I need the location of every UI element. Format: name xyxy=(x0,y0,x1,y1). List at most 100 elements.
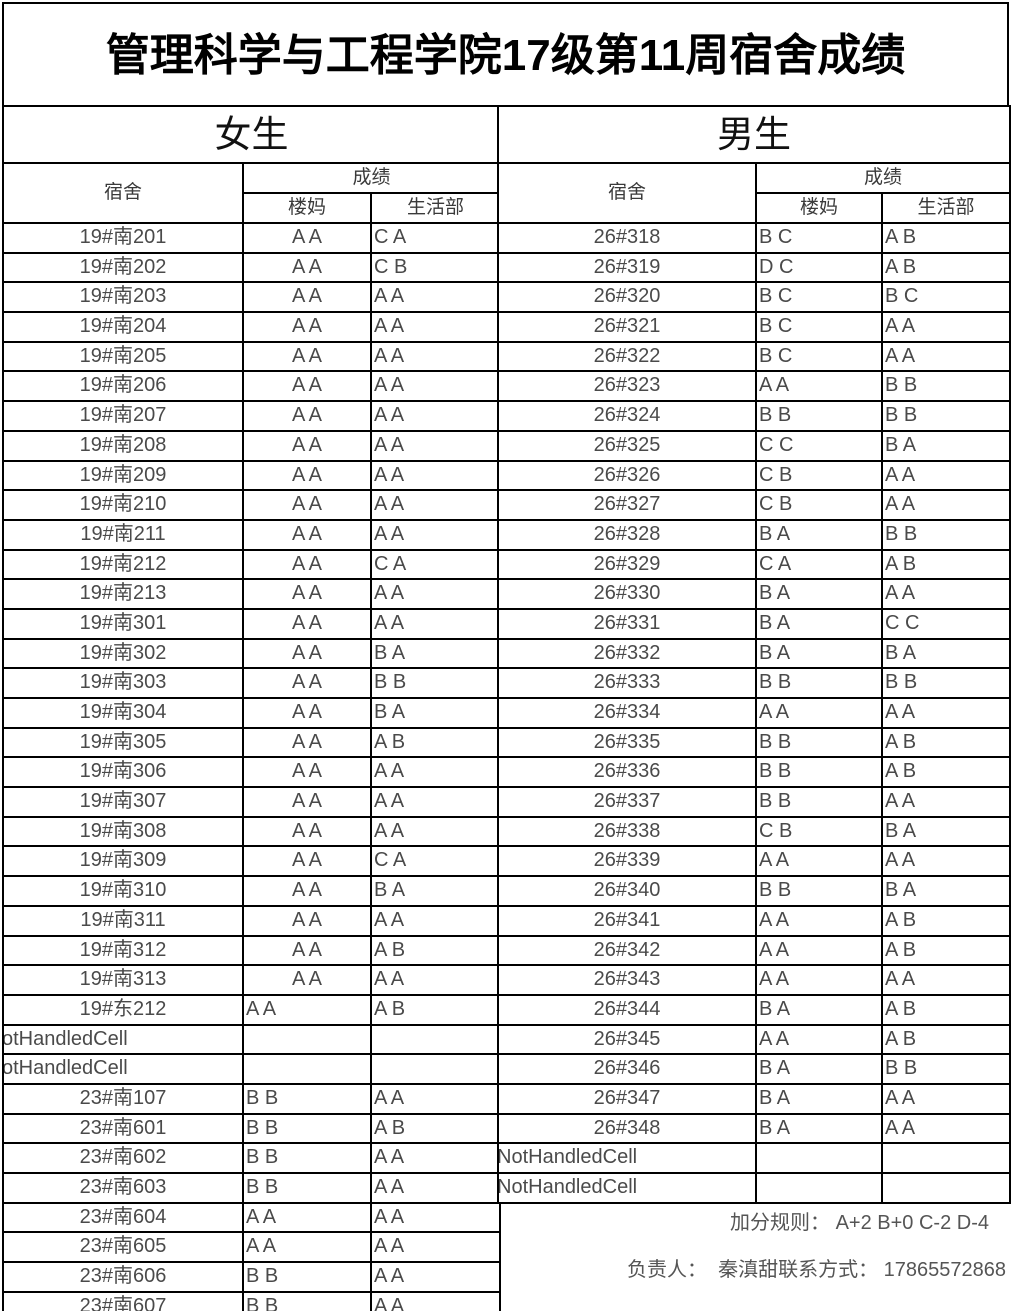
section-header-male: 男生 xyxy=(496,105,1012,164)
life-dept-score-cell: A A xyxy=(880,489,1012,521)
dorm-cell: 19#南203 xyxy=(2,281,244,314)
life-dept-score-cell: A B xyxy=(370,934,501,967)
dorm-cell: 23#南607 xyxy=(2,1290,244,1311)
life-dept-score-cell: A A xyxy=(370,429,501,462)
building-mom-score-cell: B A xyxy=(755,993,883,1026)
building-mom-score-cell: A A xyxy=(242,459,372,492)
dorm-cell: 19#东212 xyxy=(2,993,244,1026)
table-row: NotHandledCell xyxy=(497,1142,1012,1174)
life-dept-score-cell: A A xyxy=(370,1261,501,1293)
building-mom-score-cell: A A xyxy=(755,845,883,878)
life-dept-score-cell: A A xyxy=(370,1142,501,1174)
dorm-cell: 19#南204 xyxy=(2,311,244,343)
life-dept-score-cell: B A xyxy=(880,815,1012,848)
building-mom-score-cell: B B xyxy=(755,400,883,432)
dorm-cell: 26#331 xyxy=(497,607,757,640)
dorm-cell: 26#329 xyxy=(497,548,757,581)
dorm-cell: 23#南602 xyxy=(2,1142,244,1174)
page-title: 管理科学与工程学院17级第11周宿舍成绩 xyxy=(105,30,906,80)
dorm-cell: 26#346 xyxy=(497,1053,757,1085)
dorm-cell: otHandledCell xyxy=(2,1023,244,1056)
table-row: NotHandledCell xyxy=(497,1172,1012,1204)
building-mom-score-cell: A A xyxy=(242,667,372,699)
life-dept-score-cell: B B xyxy=(880,370,1012,403)
dorm-cell: NotHandledCell xyxy=(497,1172,757,1204)
building-mom-score-cell: A A xyxy=(755,370,883,403)
dorm-cell: 26#326 xyxy=(497,459,757,492)
building-mom-score-cell: A A xyxy=(242,281,372,314)
life-dept-score-cell: B B xyxy=(880,667,1012,699)
dorm-cell: 23#南606 xyxy=(2,1261,244,1293)
building-mom-score-cell: B B xyxy=(242,1172,372,1204)
dorm-cell: 19#南313 xyxy=(2,964,244,996)
dorm-cell: 26#330 xyxy=(497,578,757,610)
building-mom-score-cell: A A xyxy=(242,904,372,937)
building-mom-score-cell: A A xyxy=(242,251,372,284)
dorm-cell: 26#339 xyxy=(497,845,757,878)
life-dept-score-cell: A A xyxy=(880,845,1012,878)
dorm-cell: otHandledCell xyxy=(2,1053,244,1085)
life-dept-score-cell: C C xyxy=(880,607,1012,640)
life-dept-score-cell: A A xyxy=(370,578,501,610)
building-mom-score-cell: A A xyxy=(755,964,883,996)
building-mom-score-cell xyxy=(242,1023,372,1056)
building-mom-score-cell: A A xyxy=(242,726,372,759)
dorm-cell: 19#南213 xyxy=(2,578,244,610)
life-dept-score-cell: A B xyxy=(880,726,1012,759)
building-mom-score-cell: A A xyxy=(242,964,372,996)
dorm-cell: 26#344 xyxy=(497,993,757,1026)
section-header-female: 女生 xyxy=(2,105,501,164)
dorm-cell: 19#南310 xyxy=(2,875,244,907)
dorm-cell: 19#南312 xyxy=(2,934,244,967)
table-row: otHandledCell xyxy=(2,1023,501,1056)
building-mom-score-cell: B B xyxy=(242,1142,372,1174)
dorm-cell: 26#327 xyxy=(497,489,757,521)
building-mom-score-cell: A A xyxy=(242,993,372,1026)
life-dept-score-cell: A A xyxy=(370,786,501,818)
life-dept-score-cell: A A xyxy=(370,489,501,521)
building-mom-score-cell: B C xyxy=(755,222,883,254)
life-dept-score-cell xyxy=(880,1172,1012,1204)
dorm-cell: 19#南304 xyxy=(2,697,244,729)
building-mom-score-cell: A A xyxy=(242,222,372,254)
life-dept-score-cell: A B xyxy=(880,1023,1012,1056)
building-mom-score-cell: B A xyxy=(755,518,883,551)
life-dept-score-cell: A B xyxy=(370,993,501,1026)
dorm-cell: 26#325 xyxy=(497,429,757,462)
building-mom-score-cell: A A xyxy=(242,845,372,878)
life-dept-score-cell: B A xyxy=(880,637,1012,670)
dorm-cell: 26#332 xyxy=(497,637,757,670)
dorm-cell: 19#南210 xyxy=(2,489,244,521)
dorm-cell: 26#323 xyxy=(497,370,757,403)
contact-note: 负责人： 秦滇甜联系方式： 17865572868 xyxy=(626,1259,1006,1281)
dorm-cell: 26#347 xyxy=(497,1082,757,1115)
